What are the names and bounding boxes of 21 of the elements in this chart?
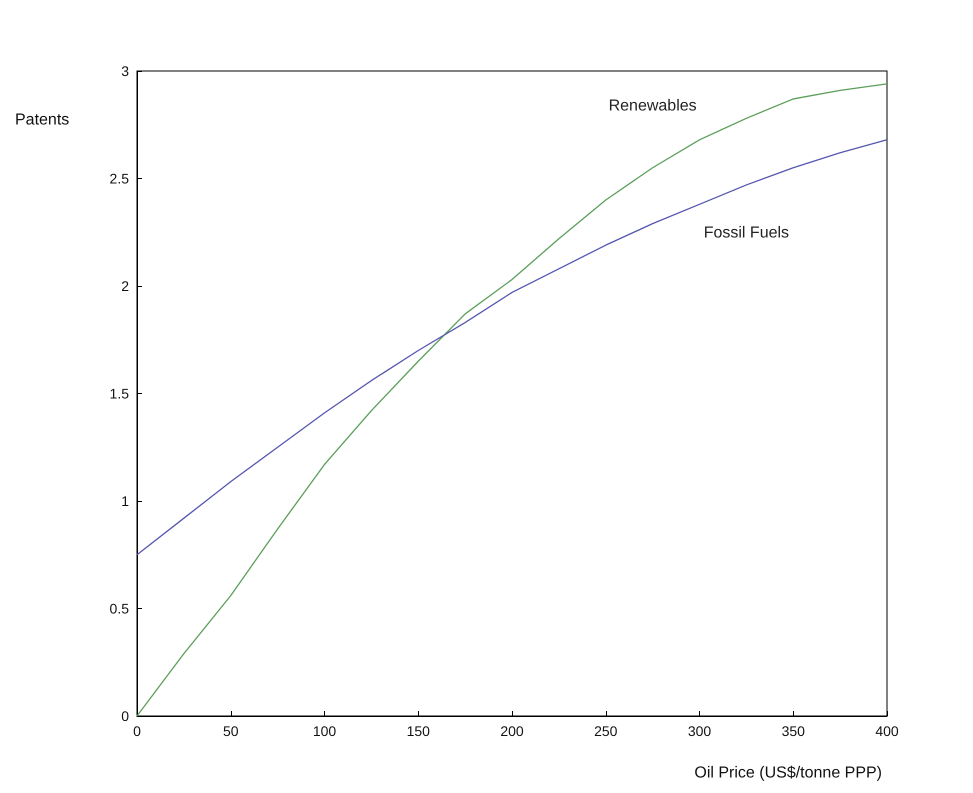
y-tick-label: 0.5 [110, 600, 130, 616]
y-tick-label: 1.5 [110, 386, 130, 402]
y-tick-label: 2 [121, 278, 130, 294]
y-axis-title: Patents [15, 112, 70, 128]
line-series [136, 139, 888, 556]
x-tick-label: 0 [133, 723, 142, 739]
y-tick-label: 3 [121, 63, 130, 79]
x-tick-label: 150 [406, 723, 430, 739]
y-tick-label: 0 [121, 708, 130, 724]
x-tick-label: 350 [782, 723, 806, 739]
y-tick-label: 2.5 [110, 170, 130, 186]
series-label: Renewables [608, 97, 697, 114]
y-tick-label: 1 [121, 493, 130, 509]
x-tick-label: 300 [688, 723, 712, 739]
x-tick-label: 400 [875, 723, 899, 739]
x-tick-label: 250 [594, 723, 618, 739]
x-tick-label: 100 [312, 723, 336, 739]
series-label: Fossil Fuels [704, 224, 790, 242]
x-tick-label: 50 [222, 723, 239, 739]
x-axis-title: Oil Price (US$/tonne PPP) [694, 764, 882, 782]
x-tick-label: 200 [500, 723, 524, 739]
